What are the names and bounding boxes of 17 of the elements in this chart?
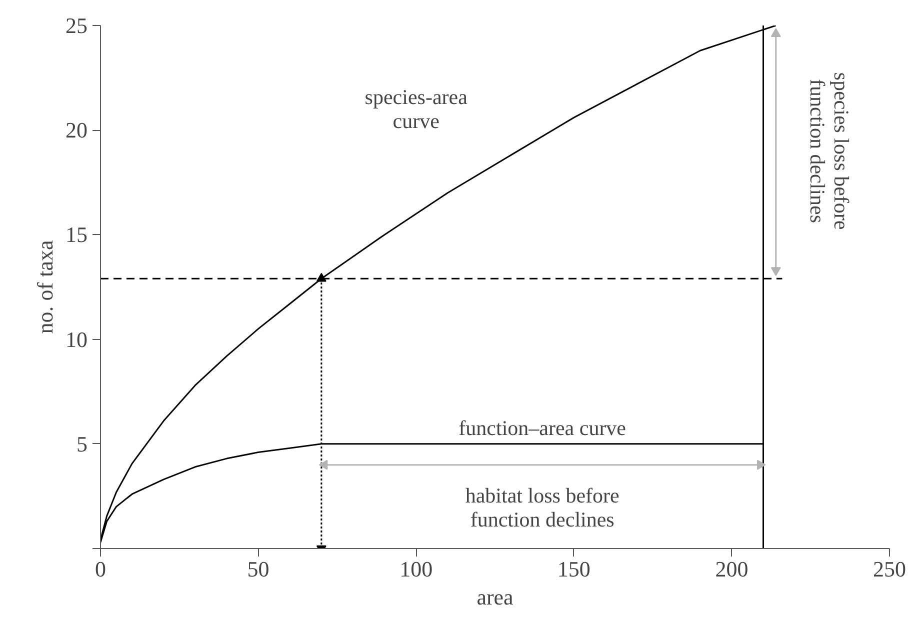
y-tick-label: 10 (66, 326, 88, 352)
annotation: function–area curve (458, 416, 626, 440)
x-tick-label: 250 (873, 556, 906, 582)
annotation: species-area curve (364, 85, 468, 134)
y-tick-label: 5 (76, 431, 88, 456)
annotation: species loss before function declines (806, 72, 854, 230)
x-tick-label: 50 (247, 556, 270, 582)
x-tick-label: 200 (715, 556, 748, 582)
x-tick-label: 150 (557, 556, 590, 582)
x-axis-title: area (476, 584, 514, 610)
x-tick-label: 100 (400, 556, 433, 582)
y-tick-label: 25 (66, 13, 88, 38)
y-axis-title: no. of taxa (32, 240, 58, 334)
annotation: habitat loss before function declines (465, 484, 620, 532)
y-tick-label: 20 (66, 118, 88, 143)
x-tick-label: 0 (95, 556, 106, 582)
y-tick-label: 15 (66, 222, 88, 248)
